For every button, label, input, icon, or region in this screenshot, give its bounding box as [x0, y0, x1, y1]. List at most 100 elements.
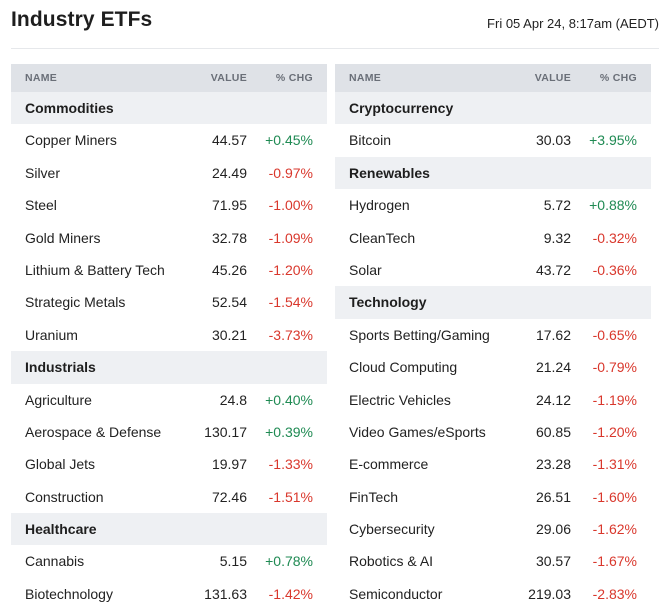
etf-name[interactable]: Solar: [349, 261, 382, 278]
category-label: Healthcare: [25, 521, 97, 538]
table-row[interactable]: Solar 43.72 -0.36%: [335, 253, 651, 287]
left-etf-table: NAME VALUE % CHG Commodities Copper Miner…: [11, 64, 327, 611]
etf-value: 19.97: [211, 456, 247, 473]
etf-name[interactable]: Cloud Computing: [349, 359, 458, 376]
etf-change: -3.73%: [268, 326, 313, 343]
etf-value: 130.17: [204, 423, 247, 440]
etf-name[interactable]: CleanTech: [349, 229, 416, 246]
etf-change: +3.95%: [589, 132, 637, 149]
etf-name[interactable]: Gold Miners: [25, 229, 101, 246]
etf-change: -0.65%: [592, 326, 637, 343]
etf-name[interactable]: Hydrogen: [349, 197, 410, 214]
table-row[interactable]: Aerospace & Defense 130.17 +0.39%: [11, 415, 327, 449]
etf-change: +0.45%: [265, 132, 313, 149]
table-row[interactable]: Biotechnology 131.63 -1.42%: [11, 577, 327, 611]
etf-change: -1.20%: [268, 261, 313, 278]
category-label: Technology: [349, 294, 427, 311]
etf-name[interactable]: Lithium & Battery Tech: [25, 261, 165, 278]
table-body: Cryptocurrency Bitcoin 30.03 +3.95% Renewabl…: [335, 92, 651, 611]
category-row: Technology: [335, 286, 651, 319]
etf-change: -1.20%: [592, 423, 637, 440]
etf-change: -0.32%: [592, 229, 637, 246]
table-row[interactable]: Cybersecurity 29.06 -1.62%: [335, 513, 651, 546]
etf-change: -1.00%: [268, 197, 313, 214]
category-row: Renewables: [335, 156, 651, 190]
etf-value: 17.62: [535, 326, 571, 343]
right-etf-table: NAME VALUE % CHG Cryptocurrency Bitcoin 30…: [335, 64, 651, 611]
column-header-change[interactable]: % CHG: [275, 72, 313, 84]
category-label: Cryptocurrency: [349, 100, 454, 116]
table-row[interactable]: Cannabis 5.15 +0.78%: [11, 545, 327, 578]
table-row[interactable]: CleanTech 9.32 -0.32%: [335, 221, 651, 254]
table-row[interactable]: Video Games/eSports 60.85 -1.20%: [335, 415, 651, 449]
etf-value: 26.51: [535, 488, 571, 505]
table-row[interactable]: Silver 24.49 -0.97%: [11, 156, 327, 190]
table-row[interactable]: Robotics & AI 30.57 -1.67%: [335, 545, 651, 578]
table-row[interactable]: Lithium & Battery Tech 45.26 -1.20%: [11, 253, 327, 287]
column-header-value[interactable]: VALUE: [210, 72, 247, 84]
etf-change: -1.09%: [268, 229, 313, 246]
etf-name[interactable]: Electric Vehicles: [349, 391, 451, 408]
etf-change: +0.78%: [265, 553, 313, 570]
etf-value: 43.72: [535, 261, 571, 278]
etf-name[interactable]: Steel: [25, 197, 57, 214]
etf-name[interactable]: Silver: [25, 164, 61, 181]
etf-value: 24.8: [219, 391, 247, 408]
table-row[interactable]: Copper Miners 44.57 +0.45%: [11, 124, 327, 157]
etf-name[interactable]: Global Jets: [25, 456, 96, 473]
etf-name[interactable]: Robotics & AI: [349, 553, 434, 570]
etf-name[interactable]: Agriculture: [25, 391, 92, 408]
etf-name[interactable]: Aerospace & Defense: [25, 423, 162, 440]
etf-name[interactable]: Construction: [25, 488, 104, 505]
etf-value: 29.06: [535, 521, 571, 538]
page-header: Industry ETFs Fri 05 Apr 24, 8:17am (AED…: [11, 0, 659, 49]
etf-name[interactable]: Bitcoin: [349, 132, 392, 149]
etf-value: 21.24: [535, 359, 571, 376]
etf-name[interactable]: Cannabis: [25, 553, 85, 570]
etf-name[interactable]: Strategic Metals: [25, 294, 126, 311]
etf-value: 24.12: [535, 391, 571, 408]
table-row[interactable]: Hydrogen 5.72 +0.88%: [335, 189, 651, 222]
table-row[interactable]: Construction 72.46 -1.51%: [11, 480, 327, 514]
table-row[interactable]: E-commerce 23.28 -1.31%: [335, 448, 651, 481]
etf-change: -1.19%: [592, 391, 637, 408]
table-row[interactable]: Gold Miners 32.78 -1.09%: [11, 221, 327, 254]
category-row: Industrials: [11, 351, 327, 384]
etf-name[interactable]: Video Games/eSports: [349, 423, 486, 440]
etf-name[interactable]: Cybersecurity: [349, 521, 435, 538]
table-row[interactable]: Steel 71.95 -1.00%: [11, 189, 327, 222]
etf-change: +0.40%: [265, 391, 313, 408]
table-row[interactable]: Cloud Computing 21.24 -0.79%: [335, 351, 651, 384]
table-body: Commodities Copper Miners 44.57 +0.45% Silve…: [11, 92, 327, 611]
category-label: Commodities: [25, 100, 114, 116]
etf-value: 23.28: [535, 456, 571, 473]
table-row[interactable]: Electric Vehicles 24.12 -1.19%: [335, 383, 651, 416]
etf-name[interactable]: Semiconductor: [349, 585, 443, 602]
etf-value: 30.03: [535, 132, 571, 149]
etf-name[interactable]: Copper Miners: [25, 132, 117, 149]
page-title: Industry ETFs: [11, 8, 153, 31]
table-row[interactable]: Strategic Metals 52.54 -1.54%: [11, 286, 327, 319]
etf-value: 71.95: [211, 197, 247, 214]
column-header-name[interactable]: NAME: [25, 72, 58, 84]
table-row[interactable]: Semiconductor 219.03 -2.83%: [335, 577, 651, 611]
etf-name[interactable]: E-commerce: [349, 456, 429, 473]
column-header-value[interactable]: VALUE: [534, 72, 571, 84]
etf-name[interactable]: Uranium: [25, 326, 78, 343]
column-header-name[interactable]: NAME: [349, 72, 382, 84]
table-row[interactable]: Global Jets 19.97 -1.33%: [11, 448, 327, 481]
etf-name[interactable]: Biotechnology: [25, 585, 113, 602]
etf-name[interactable]: FinTech: [349, 488, 399, 505]
column-header-change[interactable]: % CHG: [599, 72, 637, 84]
table-row[interactable]: Bitcoin 30.03 +3.95%: [335, 124, 651, 157]
table-row[interactable]: FinTech 26.51 -1.60%: [335, 480, 651, 514]
table-row[interactable]: Agriculture 24.8 +0.40%: [11, 383, 327, 416]
table-row[interactable]: Sports Betting/Gaming 17.62 -0.65%: [335, 318, 651, 352]
etf-value: 5.15: [219, 553, 247, 570]
etf-change: -0.36%: [592, 261, 637, 278]
etf-change: -1.54%: [268, 294, 313, 311]
table-row[interactable]: Uranium 30.21 -3.73%: [11, 318, 327, 352]
etf-value: 30.21: [211, 326, 247, 343]
etf-name[interactable]: Sports Betting/Gaming: [349, 326, 490, 343]
etf-value: 219.03: [528, 585, 571, 602]
